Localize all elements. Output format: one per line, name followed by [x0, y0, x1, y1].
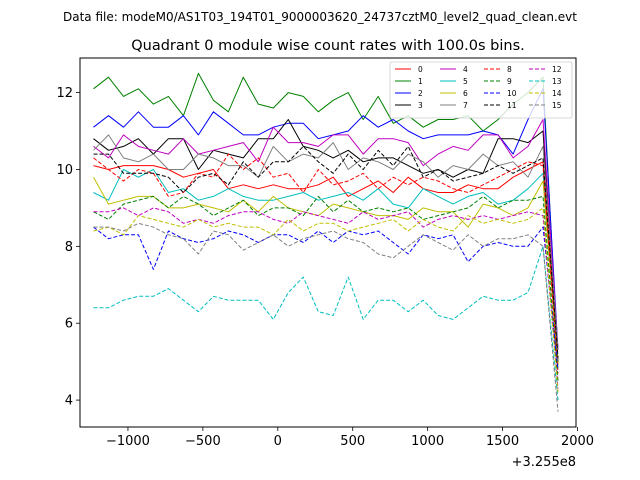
legend-label-2: 2: [418, 89, 423, 98]
series-line-2: [93, 88, 559, 351]
legend-label-5: 5: [463, 77, 468, 86]
y-tick-label: 10: [56, 163, 73, 178]
y-tick-label: 12: [56, 86, 73, 101]
legend-label-3: 3: [418, 101, 423, 110]
x-tick-label: 2000: [561, 434, 594, 449]
series-layer: [93, 72, 559, 412]
legend-label-12: 12: [552, 65, 562, 74]
series-line-5: [93, 169, 559, 370]
legend-label-14: 14: [552, 89, 562, 98]
x-tick-label: −1000: [106, 434, 150, 449]
series-line-10: [93, 226, 559, 370]
legend-label-4: 4: [463, 65, 468, 74]
series-line-12: [93, 207, 559, 389]
ticks-layer: −1000 −500 0 500 1000 1500 2000 4 6 8 10 12: [56, 86, 594, 449]
series-line-15: [93, 222, 559, 412]
legend-label-9: 9: [507, 77, 512, 86]
legend-label-15: 15: [552, 101, 562, 110]
series-line-8: [93, 153, 559, 374]
series-line-11: [93, 145, 559, 358]
suptitle: Data file: modeM0/AS1T03_194T01_90000036…: [63, 10, 577, 24]
series-line-0: [93, 161, 559, 362]
legend-box: [389, 61, 573, 119]
x-tick-label: 1000: [411, 434, 444, 449]
chart-title: Quadrant 0 module wise count rates with …: [131, 38, 525, 54]
series-line-9: [93, 195, 559, 381]
legend-label-6: 6: [463, 89, 468, 98]
y-tick-label: 4: [65, 394, 73, 409]
x-tick-label: 1500: [486, 434, 519, 449]
legend-label-1: 1: [418, 77, 423, 86]
legend-label-13: 13: [552, 77, 562, 86]
series-line-6: [93, 176, 559, 366]
x-tick-label: 0: [274, 434, 282, 449]
y-tick-label: 8: [65, 240, 73, 255]
legend-label-0: 0: [418, 65, 423, 74]
series-line-7: [93, 134, 559, 351]
legend-label-8: 8: [507, 65, 512, 74]
series-line-13: [93, 245, 559, 401]
series-line-3: [93, 119, 559, 366]
y-tick-label: 6: [65, 317, 73, 332]
series-line-4: [93, 119, 559, 351]
x-offset-label: +3.255e8: [512, 455, 576, 470]
legend-label-10: 10: [507, 89, 517, 98]
series-line-1: [93, 72, 559, 362]
legend-label-11: 11: [507, 101, 517, 110]
x-tick-label: 500: [340, 434, 365, 449]
legend-label-7: 7: [463, 101, 468, 110]
series-line-14: [93, 207, 559, 393]
x-tick-label: −500: [185, 434, 221, 449]
plot-frame: [79, 57, 577, 428]
